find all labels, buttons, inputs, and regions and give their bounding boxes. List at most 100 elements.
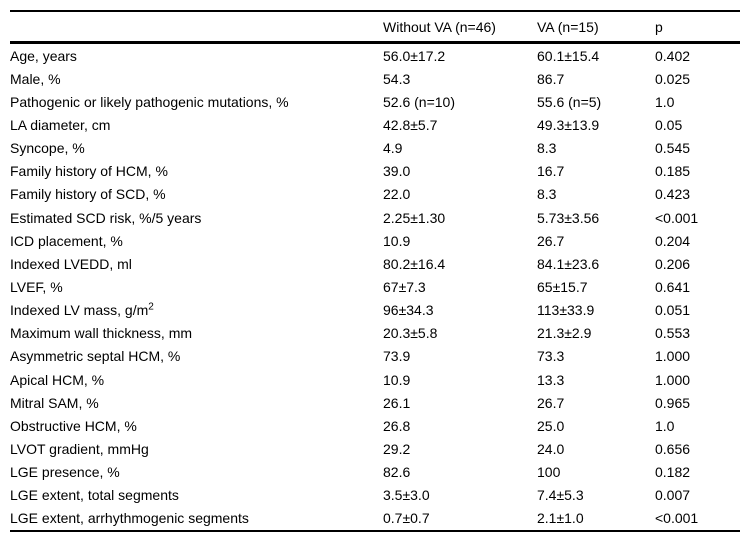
p-value-cell: 0.05 [655, 116, 683, 133]
value-cell: 10.9 [383, 232, 411, 249]
p-value-cell: 0.206 [655, 255, 691, 272]
row-label-cell: Family history of SCD, % [10, 186, 166, 203]
p-value-cell: <0.001 [655, 510, 699, 527]
p-value-cell: 1.000 [655, 348, 691, 365]
table-row: Pathogenic or likely pathogenic mutation… [10, 90, 740, 113]
value-cell: 10.9 [383, 371, 411, 388]
table-row: Maximum wall thickness, mm 20.3±5.8 21.3±2… [10, 322, 740, 345]
value-cell: 16.7 [537, 163, 565, 180]
value-cell: 21.3±2.9 [537, 325, 592, 342]
value-cell: 26.8 [383, 417, 411, 434]
value-cell: 52.6 (n=10) [383, 93, 455, 110]
p-value-cell: 0.185 [655, 163, 691, 180]
row-label-cell: Asymmetric septal HCM, % [10, 348, 181, 365]
value-cell: 22.0 [383, 186, 411, 203]
table-row: LA diameter, cm 42.8±5.7 49.3±13.9 0.05 [10, 113, 740, 136]
column-header-without-va: Without VA (n=46) [383, 11, 537, 44]
p-value-cell: 1.000 [655, 371, 691, 388]
value-cell: 3.5±3.0 [383, 487, 430, 504]
value-cell: 0.7±0.7 [383, 510, 430, 527]
row-label-cell: LA diameter, cm [10, 116, 111, 133]
p-value-cell: 0.423 [655, 186, 691, 203]
p-value-cell: 1.0 [655, 417, 675, 434]
table-row: Obstructive HCM, % 26.8 25.0 1.0 [10, 414, 740, 437]
value-cell: 54.3 [383, 70, 411, 87]
table-row: Male, % 54.3 86.7 0.025 [10, 67, 740, 90]
value-cell: 24.0 [537, 440, 565, 457]
table-row: Age, years 56.0±17.2 60.1±15.4 0.402 [10, 43, 740, 68]
p-value-cell: 0.204 [655, 232, 691, 249]
value-cell: 2.25±1.30 [383, 209, 446, 226]
table-row: Family history of HCM, % 39.0 16.7 0.185 [10, 160, 740, 183]
p-value-cell: 0.965 [655, 394, 691, 411]
row-label-cell: Mitral SAM, % [10, 394, 99, 411]
row-label-cell: Pathogenic or likely pathogenic mutation… [10, 93, 289, 110]
row-label-cell: Estimated SCD risk, %/5 years [10, 209, 202, 226]
p-value-cell: 0.553 [655, 325, 691, 342]
value-cell: 56.0±17.2 [383, 47, 446, 64]
row-label-cell: Indexed LVEDD, ml [10, 255, 132, 272]
row-label-cell: Syncope, % [10, 140, 85, 157]
row-label-cell: Male, % [10, 70, 61, 87]
table-row: Family history of SCD, % 22.0 8.3 0.423 [10, 183, 740, 206]
value-cell: 25.0 [537, 417, 565, 434]
table-row: Asymmetric septal HCM, % 73.9 73.3 1.000 [10, 345, 740, 368]
row-label-cell: LGE presence, % [10, 464, 120, 481]
value-cell: 60.1±15.4 [537, 47, 600, 64]
p-value-cell: 0.051 [655, 302, 691, 319]
unit-superscript: 2 [148, 301, 154, 313]
value-cell: 55.6 (n=5) [537, 93, 602, 110]
row-label-cell: Maximum wall thickness, mm [10, 325, 193, 342]
row-label-cell: LGE extent, total segments [10, 487, 179, 504]
value-cell: 39.0 [383, 163, 411, 180]
value-cell: 7.4±5.3 [537, 487, 584, 504]
value-cell: 80.2±16.4 [383, 255, 446, 272]
value-cell: 5.73±3.56 [537, 209, 600, 226]
value-cell: 65±15.7 [537, 278, 588, 295]
row-label-cell: LGE extent, arrhythmogenic segments [10, 510, 249, 527]
column-header-empty [10, 11, 383, 44]
header-row: Without VA (n=46) VA (n=15) p [10, 11, 740, 44]
value-cell: 26.1 [383, 394, 411, 411]
table-row: LGE extent, total segments 3.5±3.0 7.4±5.3… [10, 484, 740, 507]
table-row: Apical HCM, % 10.9 13.3 1.000 [10, 368, 740, 391]
p-value-cell: 0.656 [655, 440, 691, 457]
p-value-cell: 0.025 [655, 70, 691, 87]
table-body: Age, years 56.0±17.2 60.1±15.4 0.402 Male, %… [10, 43, 740, 531]
value-cell: 8.3 [537, 140, 557, 157]
row-label-cell: LVEF, % [10, 278, 63, 295]
row-label-cell: Obstructive HCM, % [10, 417, 137, 434]
value-cell: 73.9 [383, 348, 411, 365]
value-cell: 42.8±5.7 [383, 116, 438, 133]
value-cell: 20.3±5.8 [383, 325, 438, 342]
p-value-cell: 0.545 [655, 140, 691, 157]
value-cell: 4.9 [383, 140, 403, 157]
value-cell: 84.1±23.6 [537, 255, 600, 272]
row-label-cell: Indexed LV mass, g/m2 [10, 301, 154, 319]
p-value-cell: 1.0 [655, 93, 675, 110]
p-value-cell: 0.007 [655, 487, 691, 504]
value-cell: 26.7 [537, 232, 565, 249]
row-label-cell: ICD placement, % [10, 232, 123, 249]
value-cell: 86.7 [537, 70, 565, 87]
value-cell: 29.2 [383, 440, 411, 457]
row-label-cell: Age, years [10, 47, 77, 64]
value-cell: 113±33.9 [537, 302, 595, 319]
p-value-cell: 0.402 [655, 47, 691, 64]
value-cell: 49.3±13.9 [537, 116, 600, 133]
value-cell: 82.6 [383, 464, 411, 481]
value-cell: 67±7.3 [383, 278, 426, 295]
column-header-p: p [655, 11, 740, 44]
table-row: Estimated SCD risk, %/5 years 2.25±1.30 5.… [10, 206, 740, 229]
comparison-table: Without VA (n=46) VA (n=15) p Age, years… [10, 10, 740, 532]
value-cell: 13.3 [537, 371, 565, 388]
value-cell: 2.1±1.0 [537, 510, 584, 527]
value-cell: 73.3 [537, 348, 565, 365]
row-label-cell: LVOT gradient, mmHg [10, 440, 149, 457]
table-row: ICD placement, % 10.9 26.7 0.204 [10, 229, 740, 252]
table-row: Indexed LV mass, g/m2 96±34.3 113±33.9 0.05… [10, 299, 740, 322]
value-cell: 8.3 [537, 186, 557, 203]
table-row: LGE presence, % 82.6 100 0.182 [10, 461, 740, 484]
p-value-cell: 0.641 [655, 278, 691, 295]
